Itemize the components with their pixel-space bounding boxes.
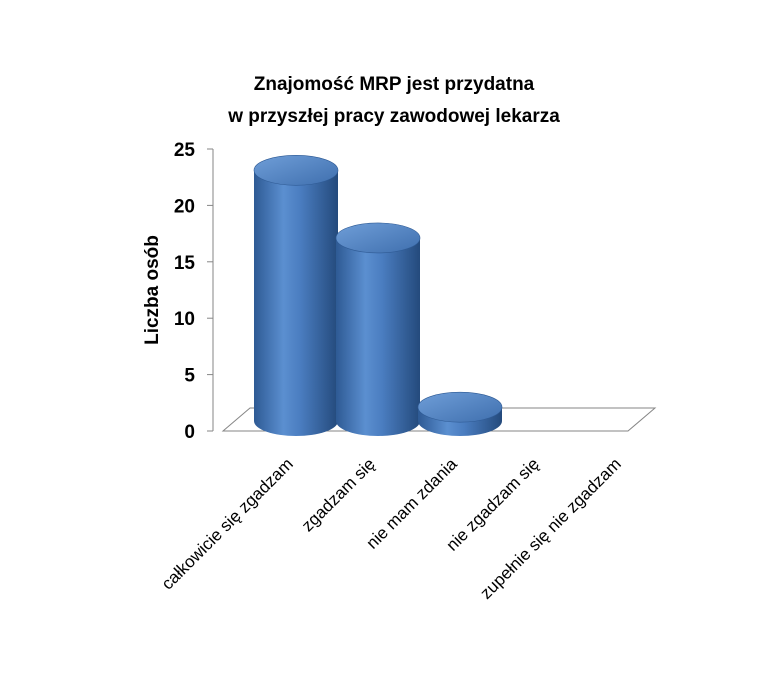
y-tick-label: 10 — [174, 309, 195, 330]
bar — [253, 154, 339, 436]
bar-top — [335, 222, 421, 254]
bar-top — [417, 391, 503, 423]
bar-body — [254, 170, 338, 436]
x-category-label: zgadzam się — [298, 454, 379, 535]
y-tick-label: 15 — [174, 253, 196, 274]
chart-title: Znajomość MRP jest przydatna w przyszłej… — [227, 74, 560, 127]
x-category-label: całkowicie się zgadzam — [158, 454, 297, 593]
bar — [335, 222, 421, 436]
bars — [253, 154, 503, 436]
y-axis-label: Liczba osób — [142, 235, 163, 345]
bar-top — [253, 154, 339, 186]
y-tick-label: 5 — [184, 366, 195, 387]
y-tick-label: 0 — [184, 422, 195, 443]
x-category-label: zupełnie się nie zgadzam — [476, 454, 624, 602]
bar-body — [336, 237, 420, 436]
chart-title-line-1: Znajomość MRP jest przydatna — [254, 74, 535, 95]
y-tick-label: 20 — [174, 196, 195, 217]
y-tick-label: 25 — [174, 140, 196, 161]
bar — [417, 391, 503, 436]
chart-title-line-2: w przyszłej pracy zawodowej lekarza — [227, 106, 560, 127]
y-tick-labels: 0 5 10 15 20 25 — [174, 140, 213, 443]
